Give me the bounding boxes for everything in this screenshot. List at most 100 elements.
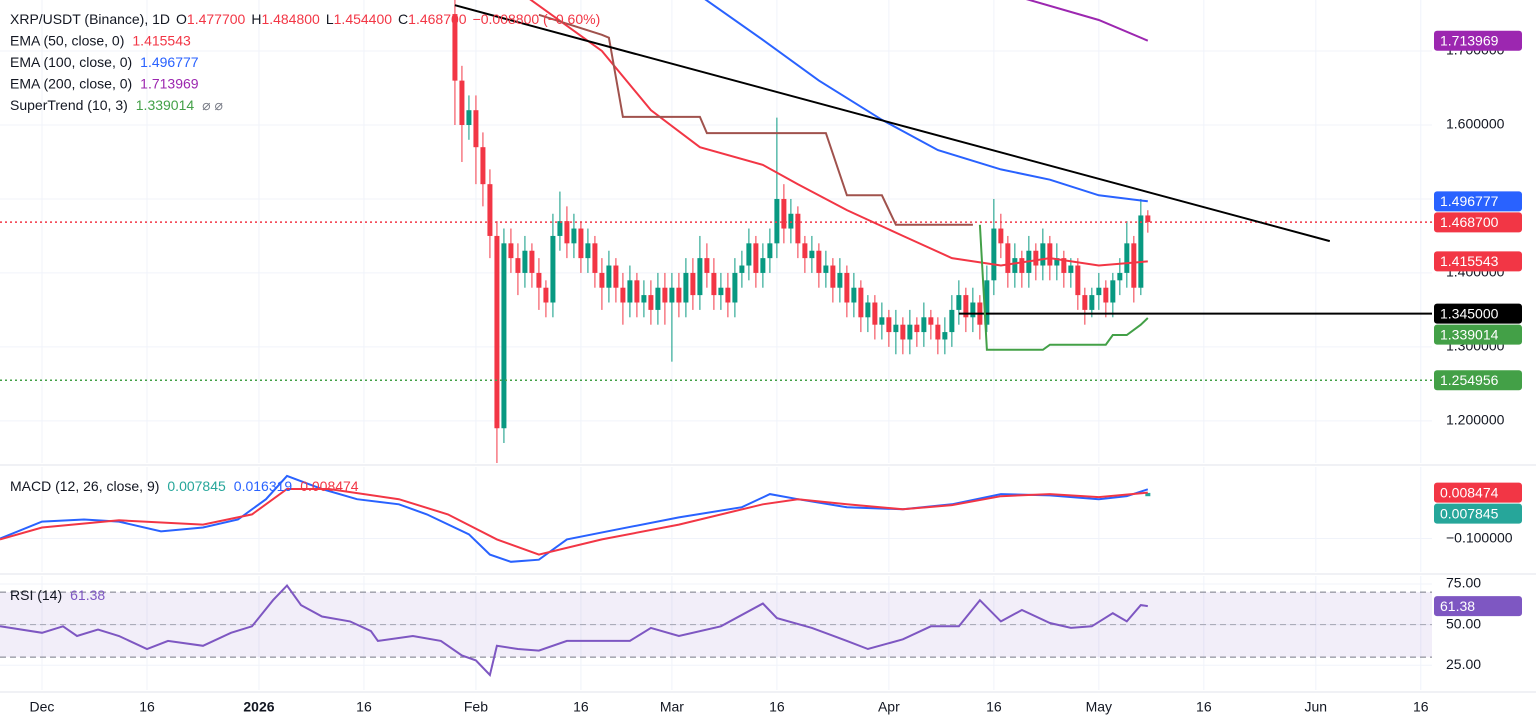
legend-row: EMA (200, close, 0) 1.713969	[10, 75, 199, 91]
candle-body	[886, 317, 892, 333]
legend-value: 0.016319	[234, 478, 293, 494]
candle-body	[767, 243, 773, 259]
candle-body	[522, 250, 528, 273]
candle-body	[844, 272, 850, 303]
candle-body	[830, 265, 836, 288]
candle-body	[1138, 215, 1144, 288]
candle-body	[907, 324, 913, 340]
candle-body	[725, 287, 731, 303]
legend-value: 0.008474	[300, 478, 359, 494]
candle-body	[466, 110, 472, 125]
candle-body	[1019, 258, 1025, 273]
ohlc-label: L	[326, 11, 334, 27]
candle-body	[732, 272, 738, 303]
price-pill-label: 1.254956	[1440, 372, 1499, 388]
candle-body	[690, 272, 696, 296]
candle-body	[515, 258, 521, 273]
ohlc-value: 1.468700	[408, 11, 467, 27]
y-tick-label: −0.100000	[1446, 529, 1513, 545]
price-pill-label: 1.713969	[1440, 32, 1499, 48]
price-pill	[1434, 191, 1522, 212]
candle-body	[774, 198, 780, 244]
candle-body	[599, 272, 605, 288]
candle-body	[1047, 243, 1053, 266]
candle-body	[480, 147, 486, 185]
candle-body	[662, 287, 668, 303]
candle-body	[865, 302, 871, 318]
legend-title-row: MACD (12, 26, close, 9) 0.007845 0.016319 0…	[10, 478, 359, 494]
candle-body	[858, 287, 864, 318]
candle-body	[781, 198, 787, 229]
candle-body	[984, 280, 990, 325]
legend-row: EMA (100, close, 0) 1.496777	[10, 54, 199, 70]
candle-body	[1117, 272, 1123, 281]
candle-body	[1033, 250, 1039, 266]
grid	[0, 0, 1432, 463]
candle-body	[571, 228, 577, 244]
candle-body	[620, 287, 626, 303]
ohlc-value: 1.477700	[187, 11, 246, 27]
price-pill	[1434, 596, 1522, 617]
candle-body	[473, 110, 479, 148]
candle-body	[718, 287, 724, 296]
x-tick-label: 16	[573, 699, 589, 715]
candle-body	[1145, 215, 1151, 223]
x-tick-label: Jun	[1305, 699, 1328, 715]
legend-title-row: RSI (14) 61.38	[10, 587, 105, 603]
candle-body	[704, 258, 710, 273]
y-tick-label: 1.200000	[1446, 412, 1505, 428]
candle-body	[669, 287, 675, 303]
candle-body	[1061, 258, 1067, 273]
x-tick-label: 16	[1413, 699, 1429, 715]
candle-body	[606, 265, 612, 288]
candle-body	[753, 243, 759, 273]
candle-body	[452, 14, 458, 81]
price-pill	[1434, 370, 1522, 391]
legend-row: SuperTrend (10, 3) 1.339014 ⌀ ⌀	[10, 97, 223, 113]
ohlc-value: 1.454400	[334, 11, 393, 27]
x-tick-label: May	[1086, 699, 1112, 715]
legend-value: 1.713969	[140, 75, 199, 91]
price-pill-label: 1.468700	[1440, 214, 1499, 230]
price-pill	[1434, 324, 1522, 345]
candle-body	[816, 250, 822, 273]
candle-body	[991, 228, 997, 281]
plot-area	[0, 474, 1151, 563]
candle-body	[963, 295, 969, 318]
x-tick-label: Apr	[878, 699, 900, 715]
ohlc-label: H	[251, 11, 261, 27]
change-value: −0.008800 (−0.60%)	[473, 11, 601, 27]
indicator-line	[704, 0, 1148, 203]
price-pill-label: 1.415543	[1440, 253, 1499, 269]
x-tick-label: Mar	[660, 699, 684, 715]
candle-body	[557, 221, 563, 236]
candle-body	[1131, 243, 1137, 288]
candle-body	[1089, 295, 1095, 310]
candle-body	[935, 324, 941, 340]
candle-body	[921, 317, 927, 333]
plot-area	[0, 584, 1432, 678]
legend-name: EMA (50, close, 0)	[10, 32, 124, 48]
legend-icons: ⌀ ⌀	[202, 97, 223, 113]
candle-body	[760, 258, 766, 273]
x-tick-label: 16	[769, 699, 785, 715]
candle-body	[711, 272, 717, 296]
legend-name: EMA (200, close, 0)	[10, 75, 132, 91]
candle-body	[543, 287, 549, 303]
ohlc-label: C	[398, 11, 408, 27]
indicator-line	[529, 0, 1148, 267]
candle-body	[900, 324, 906, 340]
candle-body	[501, 243, 507, 429]
candle-body	[795, 213, 801, 244]
candle-body	[613, 265, 619, 288]
price-pill-label: 61.38	[1440, 598, 1475, 614]
candle-body	[914, 324, 920, 333]
legend-row: EMA (50, close, 0) 1.415543	[10, 32, 191, 48]
candle-body	[1082, 295, 1088, 310]
x-tick-label: 16	[356, 699, 372, 715]
y-tick-label: 25.00	[1446, 656, 1481, 672]
candle-body	[851, 287, 857, 303]
indicator-line	[1025, 0, 1149, 42]
legend-title: MACD (12, 26, close, 9)	[10, 478, 159, 494]
